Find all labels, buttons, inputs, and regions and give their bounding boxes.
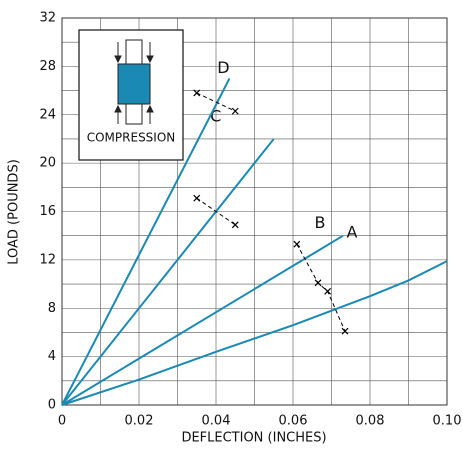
series-line <box>61 78 231 406</box>
series-line <box>61 234 344 406</box>
inset-plate <box>125 103 143 125</box>
x-marker <box>324 287 332 295</box>
x-tick-label: 0.04 <box>202 414 231 429</box>
x-tick-label: 0.08 <box>356 414 385 429</box>
y-tick-label: 0 <box>48 398 56 413</box>
x-tick-label: 0 <box>58 414 66 429</box>
series-label: D <box>217 58 229 77</box>
dashed-line <box>296 243 346 332</box>
plot-frame <box>61 17 448 406</box>
y-tick-label: 8 <box>48 301 56 316</box>
y-axis-label: LOAD (POUNDS) <box>7 159 22 265</box>
y-tick-label: 28 <box>39 59 56 74</box>
y-tick-label: 24 <box>39 107 56 122</box>
x-marker <box>293 240 301 248</box>
series-label: B <box>315 213 326 232</box>
y-tick-label: 12 <box>39 252 56 267</box>
y-tick-label: 16 <box>39 204 56 219</box>
x-tick-label: 0.06 <box>279 414 308 429</box>
inset-block <box>117 63 151 105</box>
dashed-line <box>196 197 236 226</box>
series-line <box>61 260 448 406</box>
x-marker <box>314 279 322 287</box>
y-tick-label: 32 <box>39 11 56 26</box>
y-tick-label: 20 <box>39 156 56 171</box>
series-label: C <box>210 106 221 125</box>
x-marker <box>193 89 201 97</box>
inset: COMPRESSION <box>78 29 184 161</box>
x-tick-label: 0.10 <box>433 414 462 429</box>
y-tick-label: 4 <box>48 349 56 364</box>
inset-arrows <box>114 42 154 124</box>
x-axis-label: DEFLECTION (INCHES) <box>181 431 326 446</box>
dashed-line <box>196 92 236 112</box>
series-label: A <box>347 223 358 242</box>
x-marker <box>193 194 201 202</box>
x-tick-label: 0.02 <box>125 414 154 429</box>
x-marker <box>231 107 239 115</box>
x-marker <box>231 221 239 229</box>
x-marker <box>341 327 349 335</box>
inset-label: COMPRESSION <box>87 131 176 145</box>
inset-plate <box>125 39 143 65</box>
series-line <box>61 138 275 406</box>
